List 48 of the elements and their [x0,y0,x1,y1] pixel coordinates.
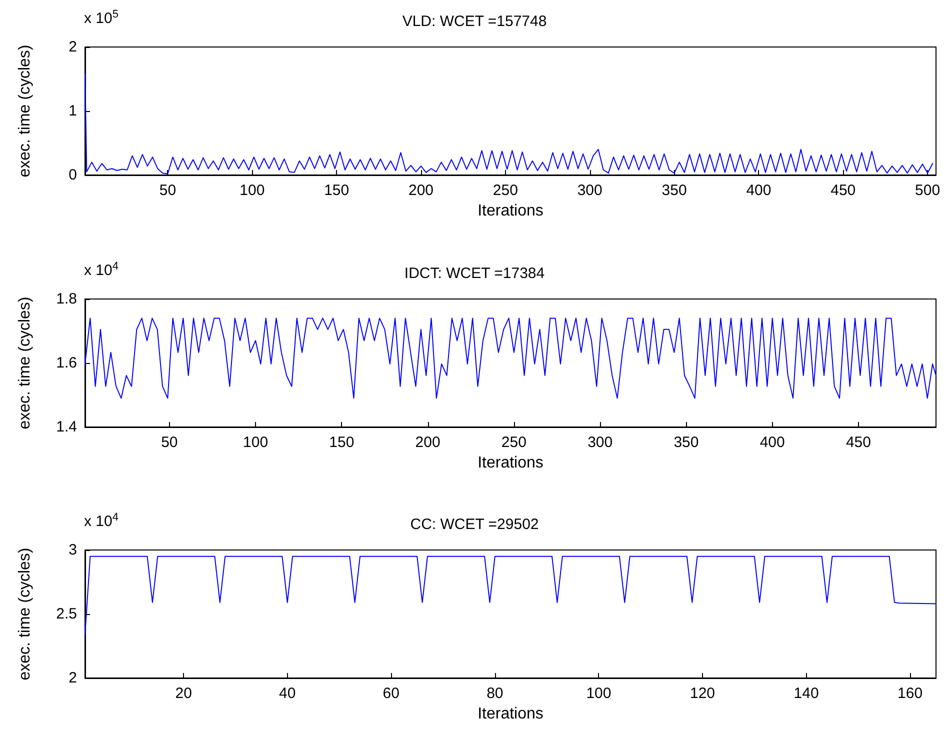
x-tick-label: 150 [324,182,350,199]
y-axis-title: exec. time (cycles) [16,44,34,178]
x-tick-label: 300 [588,434,613,450]
x-tick-label: 500 [915,182,940,199]
y-tick-label: 2 [68,670,77,686]
chart-title: IDCT: WCET =17384 [404,264,545,282]
x-tick-label: 200 [408,182,434,199]
x-tick-label: 450 [846,434,871,450]
x-tick-label: 100 [243,434,268,450]
x-tick-label: 100 [240,182,265,199]
x-tick-label: 200 [415,434,440,450]
x-tick-label: 350 [674,434,699,450]
line-series [84,556,936,635]
x-tick-label: 400 [746,182,772,199]
x-tick-label: 40 [279,685,296,702]
x-tick-label: 250 [501,434,526,450]
x-tick-label: 160 [898,685,923,702]
x-tick-label: 60 [382,685,400,702]
y-tick-label: 1 [68,102,77,120]
x-axis-title: Iterations [478,454,544,471]
y-axis-title: exec. time (cycles) [16,548,34,680]
x-tick-label: 100 [586,685,612,702]
y-axis-title: exec. time (cycles) [16,296,34,429]
x-tick-label: 50 [159,182,176,199]
x-tick-label: 250 [492,182,518,199]
x-tick-label: 300 [577,182,602,199]
line-series [84,73,934,174]
y-tick-label: 0 [68,166,77,184]
x-tick-label: 50 [161,434,178,450]
x-tick-label: 20 [175,685,192,702]
x-tick-label: 350 [662,182,687,199]
y-tick-label: 1.6 [56,354,77,371]
x-tick-label: 80 [486,685,504,702]
chart-title: VLD: WCET =157748 [402,13,547,30]
y-tick-label: 1.4 [56,418,77,435]
chart-title: CC: WCET =29502 [410,516,539,533]
y-tick-label: 3 [68,542,77,558]
x-axis-title: Iterations [478,202,544,220]
y-tick-label: 2.5 [56,606,77,622]
x-tick-label: 140 [794,685,819,702]
x-tick-label: 400 [760,434,785,450]
x-tick-label: 150 [329,434,354,450]
x-tick-label: 450 [830,182,856,199]
line-series [84,317,936,398]
x-tick-label: 120 [690,685,716,702]
y-tick-label: 2 [68,38,77,56]
x-axis-title: Iterations [478,706,544,722]
y-tick-label: 1.8 [56,290,77,307]
